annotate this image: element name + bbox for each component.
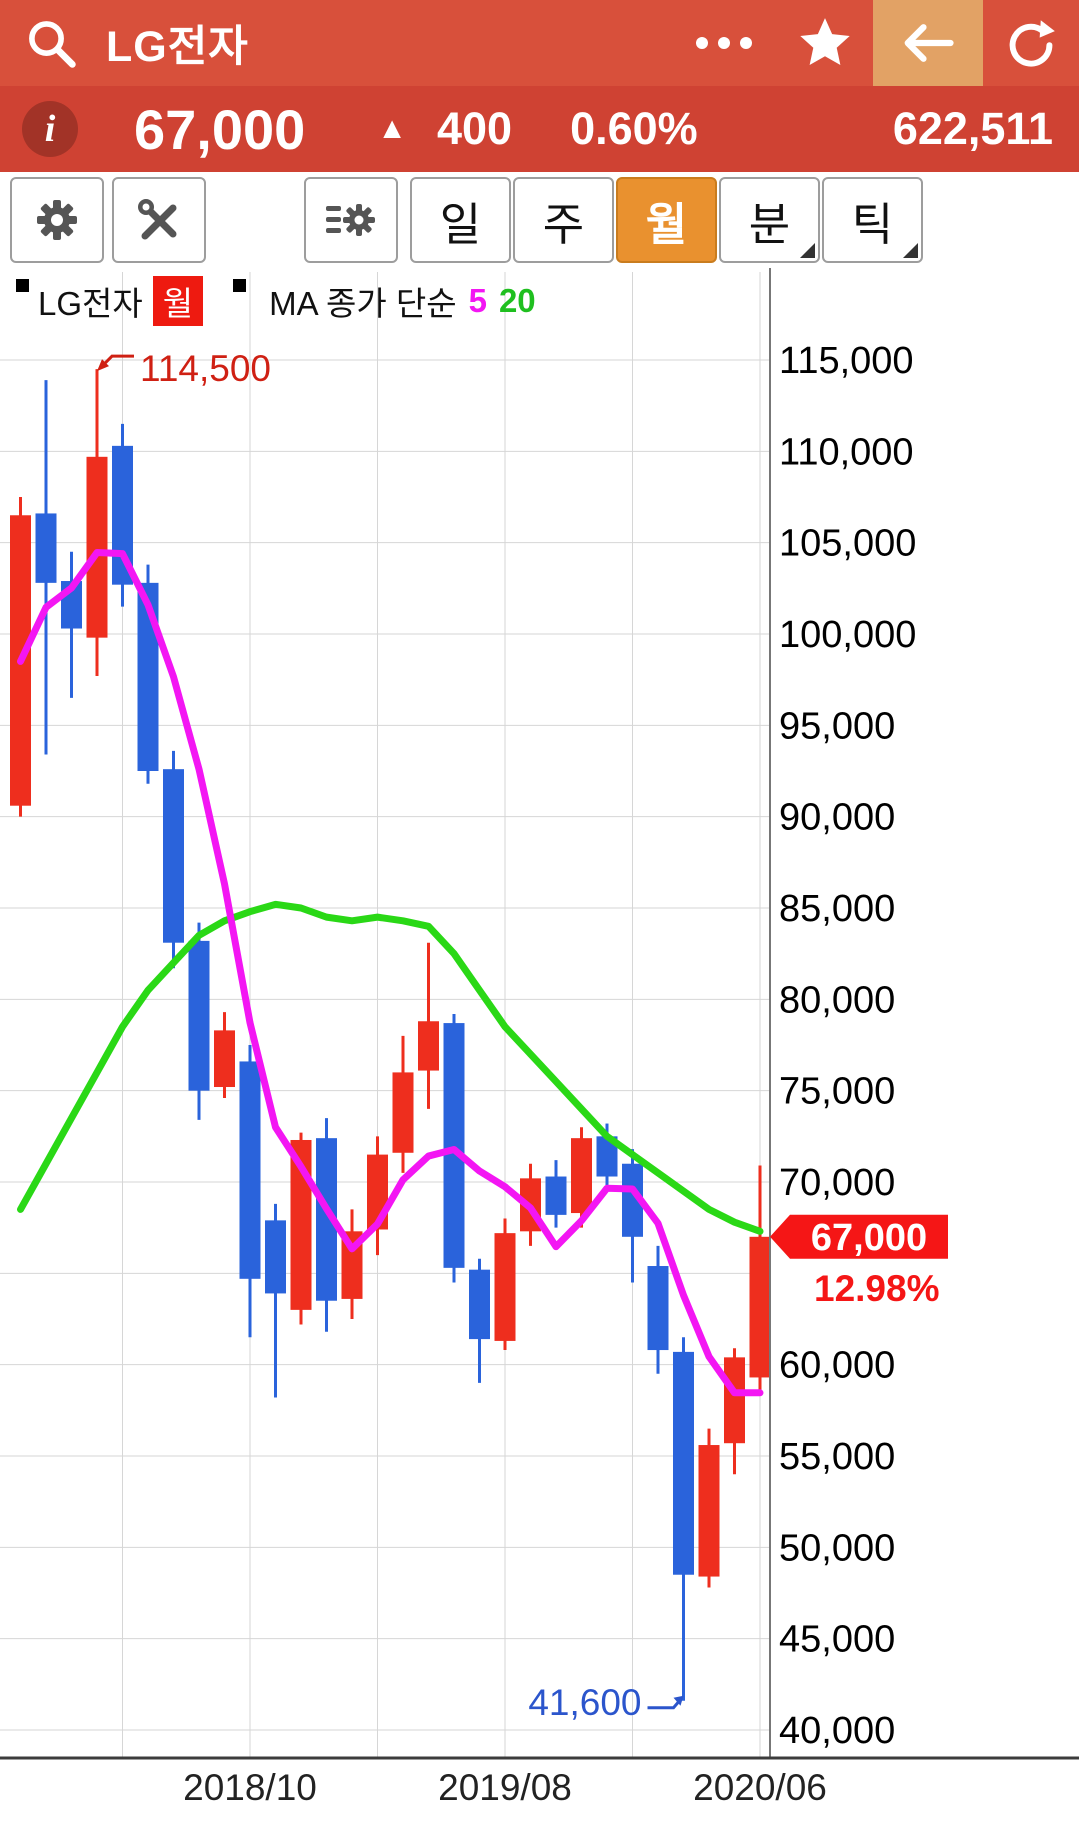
- svg-text:45,000: 45,000: [779, 1619, 895, 1661]
- chart-options-button[interactable]: [304, 177, 398, 263]
- svg-text:75,000: 75,000: [779, 1071, 895, 1113]
- svg-text:115,000: 115,000: [779, 340, 914, 382]
- chart-legend: LG전자 월 MA 종가 단순 5 20: [16, 276, 536, 326]
- svg-text:100,000: 100,000: [779, 614, 916, 656]
- price-change-percent: 0.60%: [570, 103, 698, 154]
- timeframe-badge: 월: [152, 276, 204, 326]
- svg-text:90,000: 90,000: [779, 797, 895, 839]
- svg-text:85,000: 85,000: [779, 888, 895, 930]
- series-bullet-icon: [16, 279, 29, 292]
- legend-ma20-period: 20: [498, 282, 536, 319]
- search-button[interactable]: [0, 0, 90, 86]
- settings-button[interactable]: [10, 177, 104, 263]
- legend-ma5-period: 5: [468, 282, 487, 319]
- top-navigation-bar: LG전자: [0, 0, 1079, 86]
- svg-text:60,000: 60,000: [779, 1345, 895, 1387]
- search-icon: [29, 21, 76, 68]
- legend-symbol-label: LG전자: [38, 285, 143, 322]
- up-triangle-icon: ▲: [377, 112, 407, 145]
- refresh-button[interactable]: [983, 0, 1079, 86]
- tab-tick[interactable]: 틱: [822, 177, 923, 263]
- chart-toolbar: 일 주 월 분 틱: [0, 172, 1079, 268]
- info-icon[interactable]: i: [22, 101, 78, 157]
- svg-text:40,000: 40,000: [779, 1710, 895, 1752]
- more-dots-icon: [696, 37, 752, 49]
- svg-text:67,000: 67,000: [811, 1217, 927, 1259]
- svg-text:2020/06: 2020/06: [693, 1767, 827, 1808]
- tab-day[interactable]: 일: [410, 177, 511, 263]
- svg-text:114,500: 114,500: [140, 348, 271, 389]
- svg-text:110,000: 110,000: [779, 431, 914, 473]
- tools-icon: [138, 199, 177, 240]
- tools-button[interactable]: [112, 177, 206, 263]
- svg-text:2019/08: 2019/08: [438, 1767, 572, 1808]
- tab-week[interactable]: 주: [513, 177, 614, 263]
- current-price: 67,000: [134, 97, 306, 161]
- back-arrow-icon: [904, 24, 954, 62]
- series-bullet-icon: [233, 279, 247, 292]
- svg-text:12.98%: 12.98%: [814, 1268, 940, 1309]
- volume: 622,511: [892, 103, 1053, 154]
- svg-text:70,000: 70,000: [779, 1162, 895, 1204]
- svg-text:2018/10: 2018/10: [183, 1767, 317, 1808]
- svg-text:55,000: 55,000: [779, 1436, 895, 1478]
- refresh-icon: [1009, 20, 1055, 67]
- gear-icon: [37, 200, 77, 240]
- legend-ma-label: MA 종가 단순: [269, 285, 457, 322]
- menu-gear-icon: [326, 204, 375, 236]
- svg-text:105,000: 105,000: [779, 523, 916, 565]
- stock-title: LG전자: [106, 23, 249, 71]
- period-tabs: 일 주 월 분 틱: [408, 177, 923, 263]
- chart-area: LG전자 월 MA 종가 단순 5 20 115,000 110,000 105,0…: [0, 268, 1079, 1826]
- svg-text:41,600: 41,600: [528, 1682, 641, 1723]
- svg-text:50,000: 50,000: [779, 1527, 895, 1569]
- candlestick-chart[interactable]: 115,000 110,000 105,000 100,000 95,000 90,000…: [0, 268, 1079, 1826]
- svg-text:80,000: 80,000: [779, 979, 895, 1021]
- more-button[interactable]: [671, 0, 777, 86]
- back-button[interactable]: [873, 0, 983, 86]
- tab-month[interactable]: 월: [616, 177, 717, 263]
- svg-text:95,000: 95,000: [779, 705, 895, 747]
- star-icon: [800, 18, 850, 65]
- tab-minute[interactable]: 분: [719, 177, 820, 263]
- favorite-button[interactable]: [777, 0, 873, 86]
- price-summary-bar: i 67,000 ▲ 400 0.60% 622,511: [0, 86, 1079, 172]
- price-change: 400: [436, 103, 513, 154]
- topbar-actions: [671, 0, 1079, 86]
